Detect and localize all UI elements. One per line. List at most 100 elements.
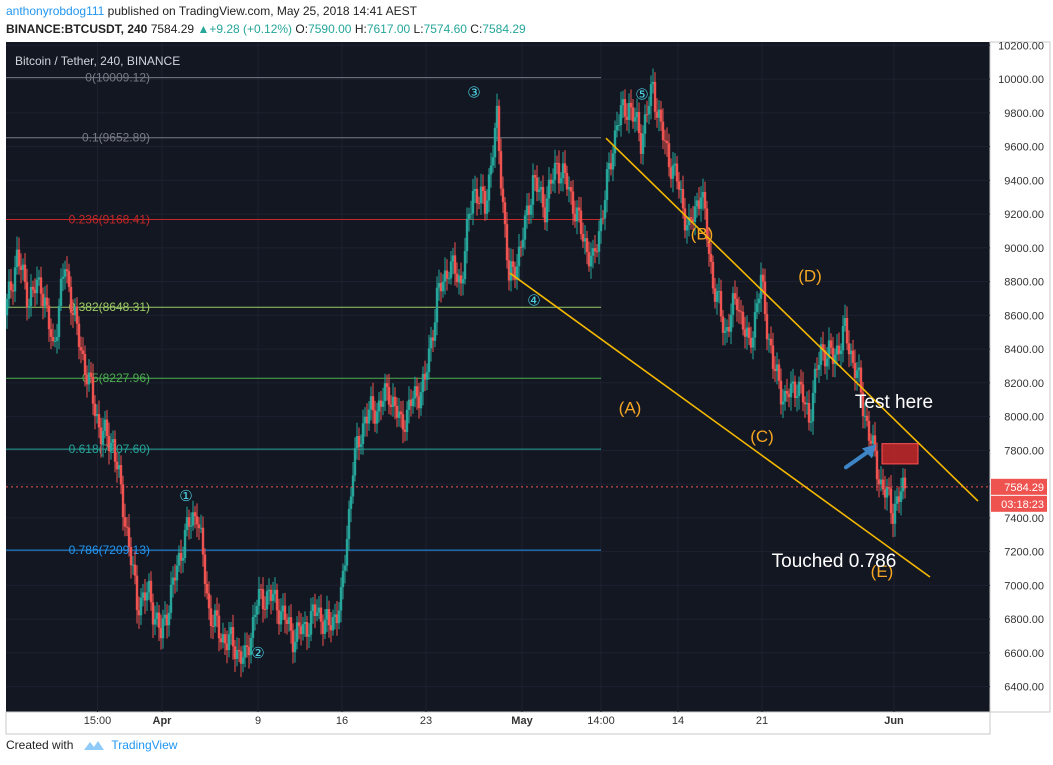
candle-body [839,350,843,355]
candle-body [835,345,839,355]
candle-body [505,224,509,261]
candle-body [787,393,791,398]
fib-level-label: 0(10009.12) [85,71,150,85]
candle-body [901,477,905,492]
candle-body [339,587,343,611]
candle-body [41,293,45,307]
candle-body [411,398,415,407]
candle-body [133,564,137,576]
candle-body [323,619,327,634]
candle-body [423,373,427,380]
price-axis [989,41,1051,713]
candle-body [855,370,859,379]
footer: Created with TradingView [6,738,177,752]
candle-body [749,337,753,348]
candle-body [417,396,421,409]
fib-level-label: 0.382(8648.31) [69,300,150,314]
candle-body [315,612,319,617]
candle-body [735,298,739,311]
candle-body [813,368,817,393]
candle-body [655,111,659,118]
candle-body [897,496,901,503]
candle-body [149,580,153,603]
candle-body [531,175,535,205]
candle-body [803,402,807,405]
arrow-icon-head [862,444,876,459]
candle-body [241,657,245,664]
candle-body [377,400,381,412]
abc-wave-label: (B) [691,224,714,243]
y-tick-label: 7200.00 [1004,547,1044,559]
candle-body [295,622,299,642]
candle-body [313,604,317,617]
drawings[interactable]: ② ③ ④ ① ⑤ (A) (B) (C) (D) (E) Test here Touched 0.7… [6,84,990,662]
candle-body [303,622,307,625]
candle-body [17,249,21,267]
candle-body [205,584,209,594]
candle-body [27,306,31,308]
candle-body [491,157,495,166]
candle-body [61,276,65,279]
candle-body [677,181,681,190]
candle-body [47,305,51,330]
arrow-icon-shaft [844,448,872,470]
candle-body [501,188,505,203]
created-with-label: Created with [6,738,74,752]
candle-body [779,380,783,405]
candle-body [255,605,259,615]
candle-body [605,169,609,201]
candle-body [285,619,289,625]
candle-body [483,190,487,214]
candle-body [351,475,355,497]
x-tick-label: Jun [884,715,904,727]
candle-body [797,381,801,397]
target-zone [881,443,919,465]
wave-marker: ② [251,644,264,662]
candle-body [821,344,825,351]
candle-body [871,435,875,444]
price-axis-labels: 10200.00 10000.00 9800.00 9600.00 9400.00 920… [991,40,1047,694]
candle-body [611,153,615,170]
author-link[interactable]: anthonyrobdog111 [6,4,105,18]
candle-body [33,289,37,294]
candle-body [287,617,291,625]
candle-body [713,288,717,302]
x-tick-label: 21 [756,715,768,727]
candle-body [9,281,13,290]
candle-body [173,577,177,581]
candle-body [883,489,887,498]
candle-body [759,274,763,299]
abc-wave-label: (C) [750,427,774,446]
fibonacci-retracement[interactable]: 0(10009.12) 0.1(9652.89) 0.236(9168.41) 0.3… [6,71,601,558]
candle-body [895,496,899,504]
candle-body [397,411,401,418]
candle-body [93,403,97,417]
candle-body [899,491,903,503]
candle-body [283,605,287,620]
candle-body [633,117,637,122]
candle-body [817,364,821,370]
candle-body [703,192,707,209]
candle-body [819,344,823,365]
candle-body [603,200,607,219]
candle-body [475,188,479,204]
candle-body [19,266,23,270]
candle-body [737,310,741,312]
candle-body [579,210,583,235]
candle-body [751,337,755,348]
candle-body [545,198,549,223]
x-tick-label: Apr [153,715,173,727]
candle-body [641,133,645,154]
candle-body [357,436,361,448]
candle-body [109,442,113,452]
candle-body [275,589,279,611]
x-tick-label: 16 [336,715,348,727]
candle-body [559,178,563,184]
candle-body [445,270,449,279]
tradingview-link[interactable]: TradingView [111,738,178,752]
candle-body [831,347,835,365]
candle-body [151,602,155,625]
candle-body [245,645,249,647]
candle-body [455,273,459,283]
